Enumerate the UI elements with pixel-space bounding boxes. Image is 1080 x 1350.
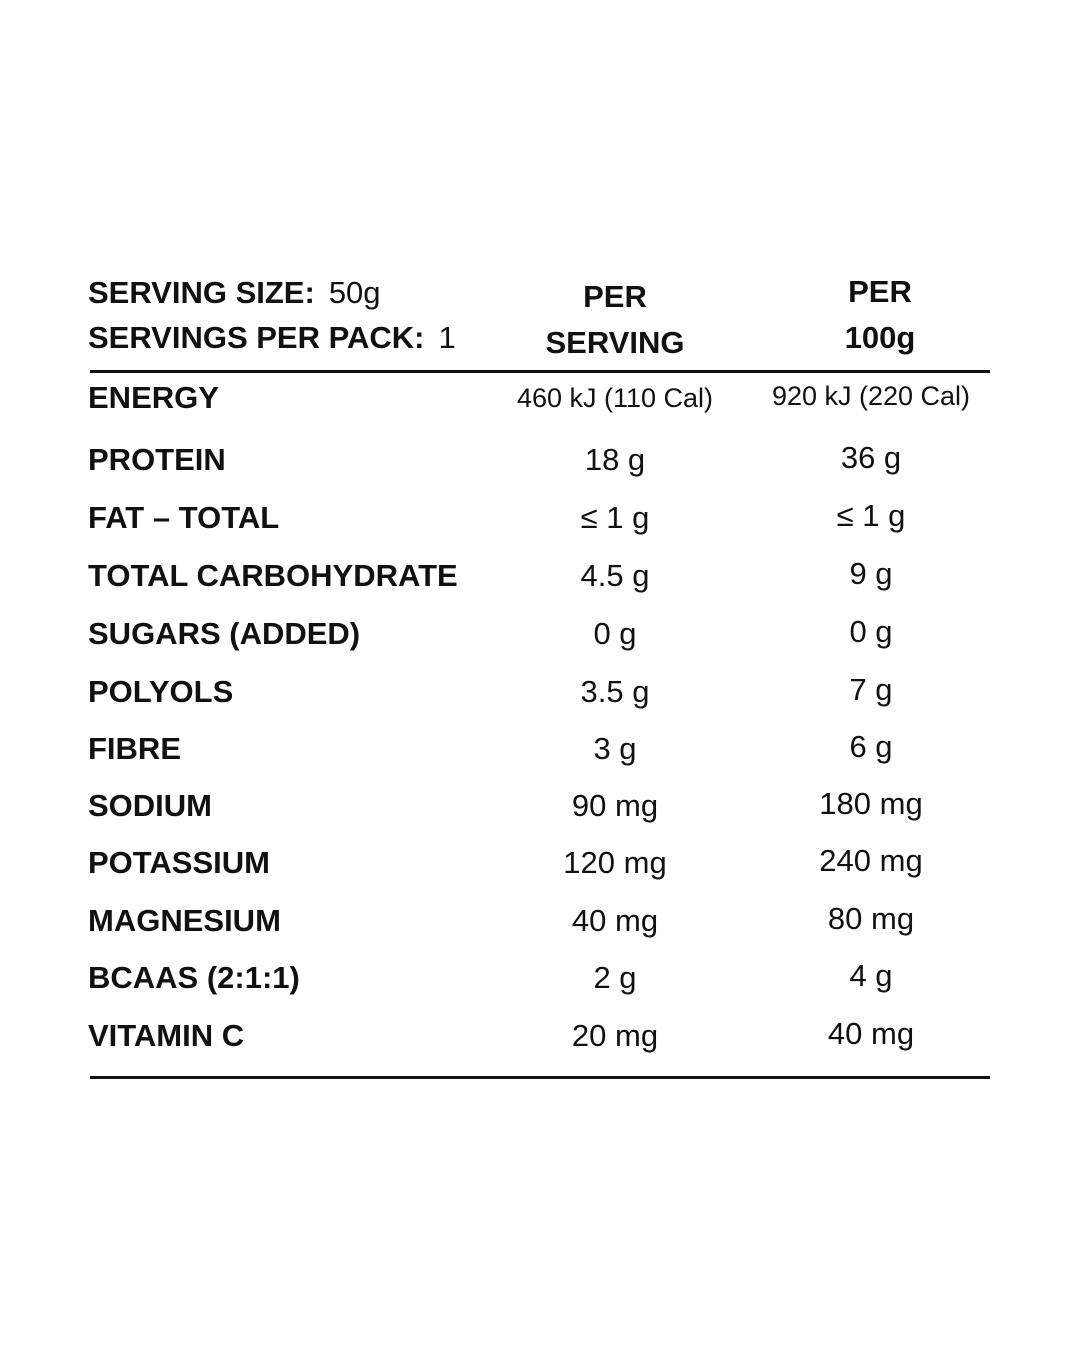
nutrient-label: FAT – TOTAL (88, 500, 280, 535)
table-row: POTASSIUM 120 mg 240 mg (0, 843, 1080, 883)
per-serving-value: 20 mg (571, 1018, 659, 1053)
column-header-per-serving-line-2: SERVING (545, 325, 685, 360)
nutrient-label: ENERGY (88, 380, 219, 415)
nutrient-label: FIBRE (88, 731, 181, 766)
footer-divider (90, 1076, 990, 1079)
table-row: VITAMIN C 20 mg 40 mg (0, 1016, 1080, 1056)
column-header-per-100g-line-1: PER (848, 274, 912, 309)
servings-per-pack-value: 1 (438, 320, 456, 355)
per-100g-value: 80 mg (827, 901, 915, 936)
column-header-per-100g-line-2: 100g (844, 320, 916, 355)
nutrient-label: SUGARS (ADDED) (88, 616, 361, 651)
per-serving-value: 120 mg (563, 845, 667, 880)
table-row: SUGARS (ADDED) 0 g 0 g (0, 614, 1080, 654)
per-100g-value: 0 g (849, 614, 893, 649)
per-serving-value: 3 g (593, 731, 637, 766)
per-100g-value: 7 g (849, 672, 893, 707)
per-100g-value: 6 g (849, 729, 893, 764)
per-serving-value: ≤ 1 g (580, 500, 650, 535)
table-row: TOTAL CARBOHYDRATE 4.5 g 9 g (0, 556, 1080, 596)
per-serving-value: 4.5 g (580, 558, 650, 593)
per-serving-value: 18 g (584, 442, 646, 477)
per-serving-value: 460 kJ (110 Cal) (516, 383, 714, 413)
column-header-per-serving: PER SERVING (525, 274, 705, 366)
per-100g-value: 920 kJ (220 Cal) (771, 381, 971, 411)
nutrient-label: PROTEIN (88, 442, 226, 477)
per-100g-value: 9 g (849, 556, 893, 591)
per-100g-value: 240 mg (819, 843, 923, 878)
per-100g-value: 40 mg (827, 1016, 915, 1051)
nutrient-label: VITAMIN C (88, 1018, 245, 1053)
per-serving-value: 40 mg (571, 903, 659, 938)
column-header-per-100g: PER 100g (780, 269, 980, 361)
table-row: SODIUM 90 mg 180 mg (0, 786, 1080, 826)
nutrient-label: SODIUM (88, 788, 212, 823)
servings-per-pack: SERVINGS PER PACK: 1 (88, 322, 456, 353)
table-row: PROTEIN 18 g 36 g (0, 440, 1080, 480)
nutrient-label: MAGNESIUM (88, 903, 281, 938)
table-row: FIBRE 3 g 6 g (0, 729, 1080, 769)
table-row: ENERGY 460 kJ (110 Cal) 920 kJ (220 Cal) (0, 378, 1080, 418)
nutrient-label: BCAAS (2:1:1) (88, 960, 300, 995)
per-serving-value: 90 mg (571, 788, 659, 823)
per-serving-value: 0 g (593, 616, 637, 651)
nutrient-label: POTASSIUM (88, 845, 270, 880)
servings-per-pack-label: SERVINGS PER PACK: (88, 320, 425, 355)
per-100g-value: 36 g (840, 440, 902, 475)
header-divider (90, 370, 990, 373)
table-row: FAT – TOTAL ≤ 1 g ≤ 1 g (0, 498, 1080, 538)
serving-size: SERVING SIZE: 50g (88, 277, 381, 308)
table-row: BCAAS (2:1:1) 2 g 4 g (0, 958, 1080, 998)
per-100g-value: ≤ 1 g (836, 498, 906, 533)
serving-size-value: 50g (328, 275, 381, 310)
serving-size-label: SERVING SIZE: (88, 275, 315, 310)
nutrient-label: POLYOLS (88, 674, 234, 709)
column-header-per-serving-line-1: PER (583, 279, 647, 314)
table-row: POLYOLS 3.5 g 7 g (0, 672, 1080, 712)
per-100g-value: 4 g (849, 958, 893, 993)
table-row: MAGNESIUM 40 mg 80 mg (0, 901, 1080, 941)
per-100g-value: 180 mg (819, 786, 923, 821)
per-serving-value: 2 g (593, 960, 637, 995)
per-serving-value: 3.5 g (580, 674, 650, 709)
nutrient-label: TOTAL CARBOHYDRATE (88, 558, 458, 593)
